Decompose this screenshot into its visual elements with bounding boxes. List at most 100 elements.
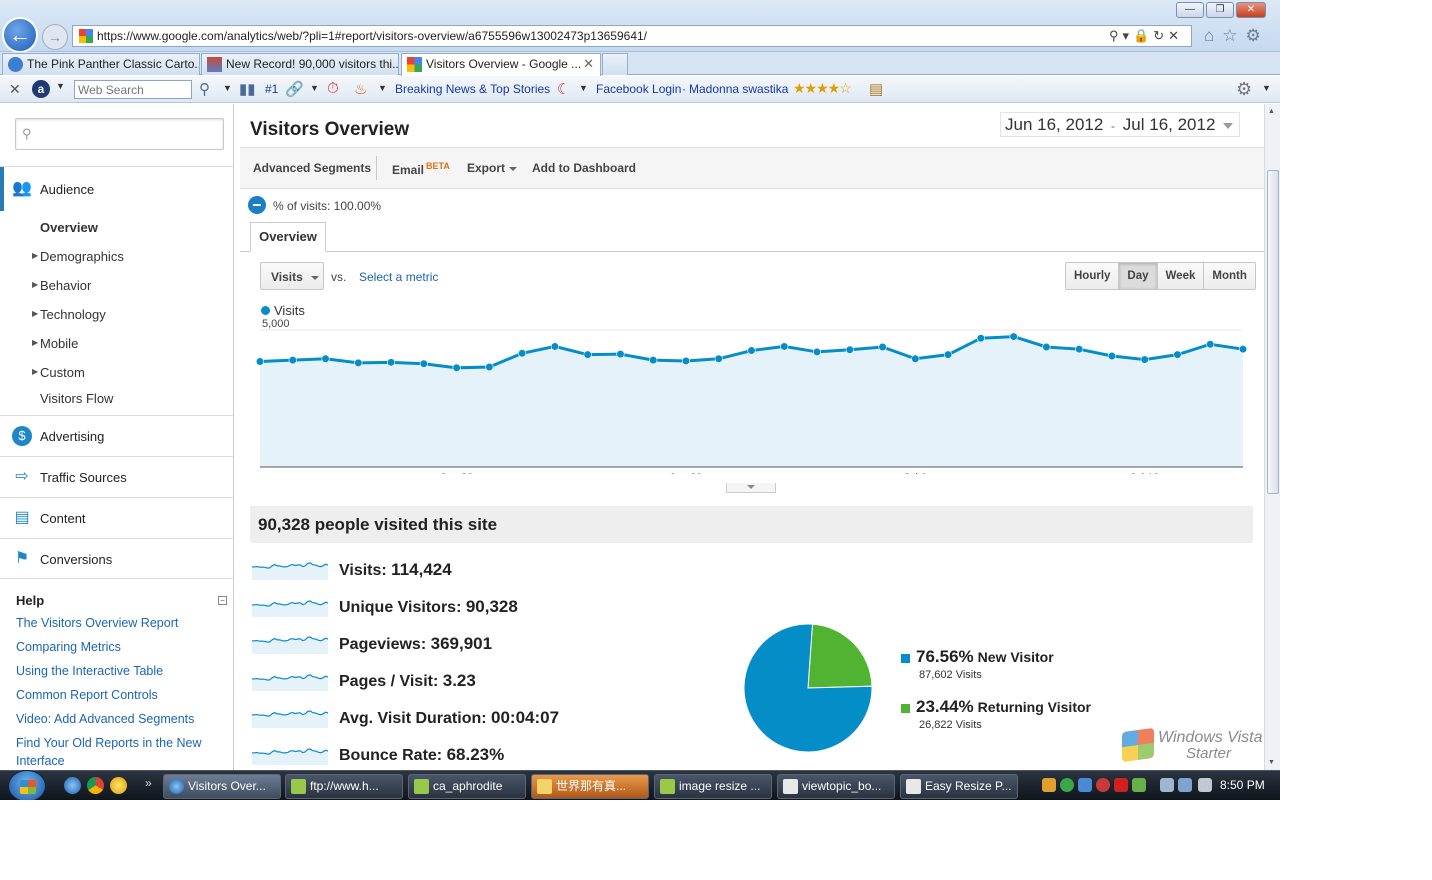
help-link-interactive-table[interactable]: Using the Interactive Table	[16, 664, 164, 678]
taskbar-item-ftp[interactable]: ftp://www.h...	[285, 774, 403, 799]
select-metric-link[interactable]: Select a metric	[359, 270, 439, 284]
tab-new-record[interactable]: New Record! 90,000 visitors thi...	[201, 53, 399, 75]
sidebar-item-overview[interactable]: Overview	[40, 220, 98, 235]
weather-chevron-icon[interactable]: ▼	[579, 83, 588, 93]
address-bar[interactable]: https://www.google.com/analytics/web/?pl…	[72, 25, 1192, 47]
metric-row[interactable]: Avg. Visit Duration: 00:04:07	[252, 706, 732, 736]
search-icon[interactable]: ⚲	[199, 81, 210, 98]
ask-menu-chevron-icon[interactable]: ▼	[56, 81, 65, 91]
sidebar-item-behavior[interactable]: ▶ Behavior	[32, 278, 91, 293]
sidebar-item-technology[interactable]: ▶ Technology	[32, 307, 106, 322]
start-button[interactable]	[8, 770, 46, 800]
quicklaunch-more-icon[interactable]: »	[145, 776, 152, 790]
tab-visitors-overview[interactable]: Visitors Overview - Google ... ✕	[401, 53, 601, 76]
fire-chevron-icon[interactable]: ▼	[378, 83, 387, 93]
link-icon[interactable]: 🔗	[285, 81, 304, 98]
settings-chevron-icon[interactable]: ▼	[1262, 83, 1271, 93]
sidebar-item-demographics[interactable]: ▶ Demographics	[32, 249, 124, 264]
chart-resize-handle[interactable]	[726, 483, 776, 493]
search-chevron-icon[interactable]: ▼	[223, 83, 232, 93]
close-tab-icon[interactable]: ✕	[583, 56, 594, 71]
taskbar-item-viewtopic[interactable]: viewtopic_bo...	[777, 774, 895, 799]
scroll-down-arrow-icon[interactable]: ▼	[1268, 759, 1275, 766]
url-text[interactable]: https://www.google.com/analytics/web/?pl…	[97, 29, 648, 43]
metric-row[interactable]: Visits: 114,424	[252, 558, 732, 588]
tray-network-app-icon[interactable]	[1132, 778, 1146, 792]
metric-row[interactable]: Unique Visitors: 90,328	[252, 595, 732, 625]
metric-row[interactable]: Pages / Visit: 3.23	[252, 669, 732, 699]
rank-link[interactable]: #1	[265, 82, 279, 96]
clock[interactable]: 8:50 PM	[1220, 778, 1265, 792]
madonna-link[interactable]: Madonna swastika	[689, 82, 789, 96]
messenger-quicklaunch-icon[interactable]	[110, 777, 127, 794]
sidebar-item-custom[interactable]: ▶ Custom	[32, 365, 85, 380]
close-toolbar-icon[interactable]: ✕	[9, 81, 21, 97]
sidebar-search-input[interactable]: ⚲	[15, 118, 224, 150]
tray-device-icon[interactable]	[1160, 778, 1174, 792]
scroll-up-arrow-icon[interactable]: ▲	[1268, 108, 1275, 115]
taskbar-item-image-resize[interactable]: image resize ...	[654, 774, 772, 799]
new-tab-button[interactable]	[602, 53, 628, 75]
metric-row[interactable]: Bounce Rate: 68.23%	[252, 743, 732, 770]
date-range-picker[interactable]: Jun 16, 2012 - Jul 16, 2012	[1000, 112, 1241, 137]
help-link-report-controls[interactable]: Common Report Controls	[16, 688, 158, 702]
taskbar-item-easy-resize[interactable]: Easy Resize P...	[900, 774, 1018, 799]
tab-pink-panther[interactable]: The Pink Panther Classic Carto...	[2, 53, 200, 75]
chrome-quicklaunch-icon[interactable]	[87, 777, 104, 794]
tray-blue-icon[interactable]	[1078, 778, 1092, 792]
segment-pie-icon[interactable]	[248, 196, 266, 214]
notepad-icon[interactable]: ▤	[869, 81, 884, 98]
hourly-button[interactable]: Hourly	[1066, 263, 1120, 289]
minimize-button[interactable]: —	[1176, 2, 1204, 18]
taskbar-item-visitors-overview[interactable]: Visitors Over...	[163, 774, 281, 799]
month-button[interactable]: Month	[1204, 263, 1255, 289]
sidebar-section-advertising[interactable]: $ Advertising	[0, 415, 233, 456]
export-button[interactable]: Export	[467, 161, 518, 175]
timer-icon[interactable]: ⏱	[327, 80, 339, 97]
sidebar-section-content[interactable]: ▤ Content	[0, 497, 233, 538]
scrollbar-thumb[interactable]	[1267, 170, 1279, 494]
breaking-news-link[interactable]: Breaking News & Top Stories	[395, 82, 551, 96]
toolbar-search-input[interactable]	[74, 80, 192, 99]
ie-quicklaunch-icon[interactable]	[64, 777, 81, 794]
home-favorites-tools-icon[interactable]: ⌂☆⚙	[1204, 26, 1269, 45]
sidebar-item-visitors-flow[interactable]: Visitors Flow	[40, 391, 114, 406]
vertical-scrollbar[interactable]: ▲ ▼	[1264, 104, 1280, 770]
tray-app-icon[interactable]	[1042, 778, 1056, 792]
network-icon[interactable]	[1178, 778, 1192, 792]
help-link-advanced-segments[interactable]: Video: Add Advanced Segments	[16, 712, 195, 726]
bar-chart-icon[interactable]: ▮▮	[239, 81, 256, 98]
link-chevron-icon[interactable]: ▼	[310, 83, 319, 93]
volume-icon[interactable]	[1198, 778, 1212, 792]
lock-refresh-stop-icon[interactable]: ⚲▾🔒↻✕	[1108, 28, 1183, 43]
facebook-login-link[interactable]: Facebook Login	[596, 82, 682, 96]
taskbar-item-aphrodite[interactable]: ca_aphrodite	[408, 774, 526, 799]
back-button[interactable]: ←	[2, 17, 38, 53]
metric-row[interactable]: Pageviews: 369,901	[252, 632, 732, 662]
sidebar-section-audience[interactable]: 👥 Audience	[0, 166, 233, 211]
day-button[interactable]: Day	[1119, 263, 1158, 289]
metric-select[interactable]: Visits	[260, 262, 324, 290]
help-link-old-reports[interactable]: Find Your Old Reports in the New Interfa…	[16, 736, 202, 768]
week-button[interactable]: Week	[1157, 263, 1205, 289]
visits-chart[interactable]: 5,0002,500Jun 22Jun 29Jul 6Jul 13	[240, 314, 1264, 474]
tab-overview[interactable]: Overview	[250, 222, 326, 252]
advanced-segments-button[interactable]: Advanced Segments	[253, 161, 372, 175]
ask-logo-icon[interactable]: a	[32, 80, 50, 98]
sidebar-section-conversions[interactable]: ⚑ Conversions	[0, 538, 233, 579]
tray-security-icon[interactable]	[1096, 778, 1110, 792]
help-link-visitors-overview[interactable]: The Visitors Overview Report	[16, 616, 179, 630]
add-to-dashboard-button[interactable]: Add to Dashboard	[532, 161, 636, 175]
fire-icon[interactable]: ♨	[354, 81, 368, 98]
collapse-help-icon[interactable]: −	[218, 596, 227, 605]
tray-red-icon[interactable]	[1114, 778, 1128, 792]
forward-button[interactable]: →	[42, 24, 68, 50]
taskbar-item-cjk-window[interactable]: 世界那有真...	[531, 774, 649, 799]
rating-stars-icon[interactable]: ★★★★☆	[793, 80, 852, 96]
toolbar-settings-gear-icon[interactable]: ⚙	[1236, 79, 1253, 99]
weather-icon[interactable]: ☾	[557, 81, 571, 98]
visitor-type-pie-chart[interactable]	[742, 622, 874, 754]
email-button[interactable]: Email BETA	[392, 161, 450, 177]
sidebar-section-traffic-sources[interactable]: ⇨ Traffic Sources	[0, 456, 233, 497]
sidebar-item-mobile[interactable]: ▶ Mobile	[32, 336, 78, 351]
